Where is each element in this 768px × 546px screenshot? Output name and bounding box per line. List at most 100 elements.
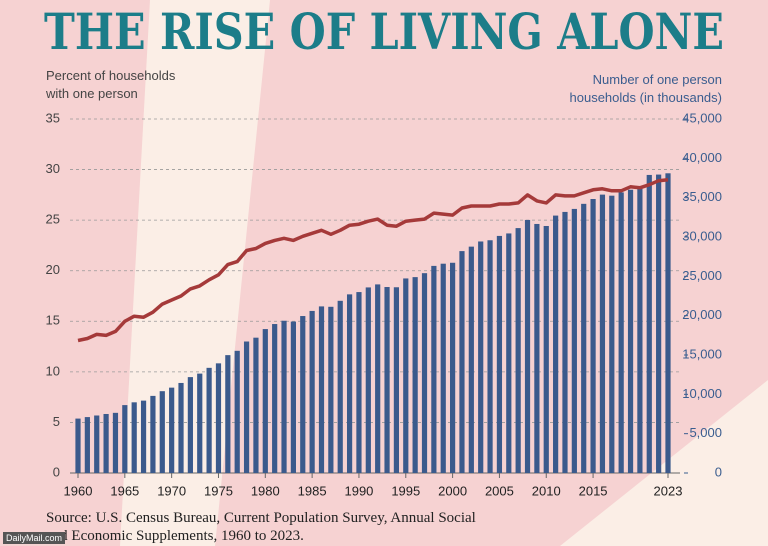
y-tick-label: 0 xyxy=(53,464,60,479)
bar xyxy=(412,277,418,473)
bar xyxy=(281,320,287,473)
bar xyxy=(421,273,428,473)
x-tick-label: 1965 xyxy=(110,483,139,498)
bar xyxy=(393,287,400,473)
bar xyxy=(215,363,222,473)
y-tick-label: 30 xyxy=(46,161,60,176)
bar xyxy=(290,321,296,473)
bar xyxy=(112,412,119,473)
y2-tick-label: 35,000 xyxy=(682,189,722,204)
x-tick-label: 1975 xyxy=(204,483,233,498)
floor-light xyxy=(560,380,768,546)
bar xyxy=(440,263,446,473)
y-tick-label: 10 xyxy=(46,363,60,378)
y2-tick-label: 40,000 xyxy=(682,150,722,165)
y-tick-label: 25 xyxy=(46,212,60,227)
x-tick-label: 1980 xyxy=(251,483,280,498)
bar xyxy=(178,382,184,473)
bar xyxy=(468,246,474,473)
bar xyxy=(627,189,634,474)
chart-title: THE RISE OF LIVING ALONE xyxy=(44,2,724,61)
bar xyxy=(140,400,147,473)
bar xyxy=(169,387,175,473)
bar xyxy=(496,235,503,473)
bar xyxy=(459,251,465,473)
bar xyxy=(515,228,521,473)
y2-tick-label: 10,000 xyxy=(682,386,722,401)
bar xyxy=(309,310,315,473)
y2-tick-label: 0 xyxy=(715,464,722,479)
bar xyxy=(646,174,652,473)
bar xyxy=(206,367,212,473)
bar xyxy=(131,402,137,473)
bar xyxy=(609,195,615,473)
bar xyxy=(272,324,278,473)
bar xyxy=(225,355,231,473)
bar xyxy=(506,233,512,473)
x-tick-label: 2005 xyxy=(485,483,514,498)
y2-axis-label: Number of one person households (in thou… xyxy=(569,72,723,105)
bar xyxy=(590,199,596,473)
bar xyxy=(553,215,559,474)
x-tick-label: 1995 xyxy=(391,483,420,498)
bar xyxy=(300,316,306,473)
bar xyxy=(262,329,268,473)
bar xyxy=(150,395,156,473)
bar xyxy=(384,287,390,473)
bar xyxy=(318,306,325,473)
bar xyxy=(543,225,549,473)
y-tick-label: 15 xyxy=(46,313,60,328)
bar xyxy=(487,240,493,473)
y2-tick-label: 25,000 xyxy=(682,268,722,283)
bar xyxy=(328,306,334,473)
bar xyxy=(253,337,259,473)
light-beam xyxy=(120,0,270,546)
bar xyxy=(524,219,531,473)
bar xyxy=(356,292,362,473)
bar xyxy=(365,287,371,473)
bar xyxy=(337,300,343,473)
y2-tick-label: 45,000 xyxy=(682,110,722,125)
bar xyxy=(656,174,662,473)
bar xyxy=(581,203,587,474)
y-axis-label: Percent of households with one person xyxy=(46,68,176,101)
x-tick-label: 1990 xyxy=(344,483,373,498)
bar xyxy=(103,413,109,473)
watermark: DailyMail.com xyxy=(3,532,66,544)
y2-tick-label: 5,000 xyxy=(689,425,722,440)
bar xyxy=(375,284,381,473)
y2-tick-label: 20,000 xyxy=(682,307,722,322)
y2-tick-label: 30,000 xyxy=(682,228,722,243)
y-tick-label: 5 xyxy=(53,414,60,429)
bar xyxy=(94,415,100,473)
bar xyxy=(478,241,484,473)
bar xyxy=(562,211,568,473)
bar xyxy=(450,262,456,473)
x-tick-label: 1960 xyxy=(64,483,93,498)
x-tick-label: 1970 xyxy=(157,483,186,498)
bar xyxy=(197,373,203,473)
x-tick-label: 2010 xyxy=(532,483,561,498)
bar xyxy=(571,208,577,473)
bar xyxy=(599,194,606,474)
bar xyxy=(618,192,624,473)
bar xyxy=(534,223,540,473)
x-tick-label: 1985 xyxy=(298,483,327,498)
x-tick-label: 2023 xyxy=(654,483,683,498)
bar xyxy=(234,350,240,473)
y-tick-label: 35 xyxy=(46,110,60,125)
bar xyxy=(431,265,437,473)
bar xyxy=(243,341,250,473)
bar xyxy=(665,173,671,474)
x-tick-label: 2015 xyxy=(579,483,608,498)
line xyxy=(77,177,669,343)
x-tick-label: 2000 xyxy=(438,483,467,498)
bar xyxy=(75,418,81,473)
source: Source: U.S. Census Bureau, Current Popu… xyxy=(46,510,476,544)
bar xyxy=(346,294,353,473)
bar xyxy=(637,188,643,473)
y-tick-label: 20 xyxy=(46,262,60,277)
bar xyxy=(84,417,90,473)
bar xyxy=(187,377,193,473)
